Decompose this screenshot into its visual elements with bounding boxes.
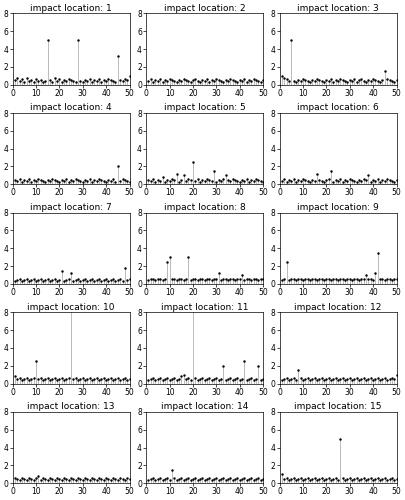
- Title: impact location: 1: impact location: 1: [30, 4, 112, 13]
- Title: impact location: 10: impact location: 10: [28, 302, 115, 312]
- Title: impact location: 2: impact location: 2: [164, 4, 245, 13]
- Title: impact location: 3: impact location: 3: [297, 4, 379, 13]
- Title: impact location: 11: impact location: 11: [161, 302, 248, 312]
- Title: impact location: 15: impact location: 15: [294, 402, 382, 411]
- Title: impact location: 5: impact location: 5: [164, 104, 245, 112]
- Title: impact location: 8: impact location: 8: [164, 203, 245, 212]
- Title: impact location: 4: impact location: 4: [30, 104, 112, 112]
- Title: impact location: 9: impact location: 9: [297, 203, 379, 212]
- Title: impact location: 6: impact location: 6: [297, 104, 379, 112]
- Title: impact location: 12: impact location: 12: [294, 302, 382, 312]
- Title: impact location: 7: impact location: 7: [30, 203, 112, 212]
- Title: impact location: 13: impact location: 13: [28, 402, 115, 411]
- Title: impact location: 14: impact location: 14: [161, 402, 248, 411]
